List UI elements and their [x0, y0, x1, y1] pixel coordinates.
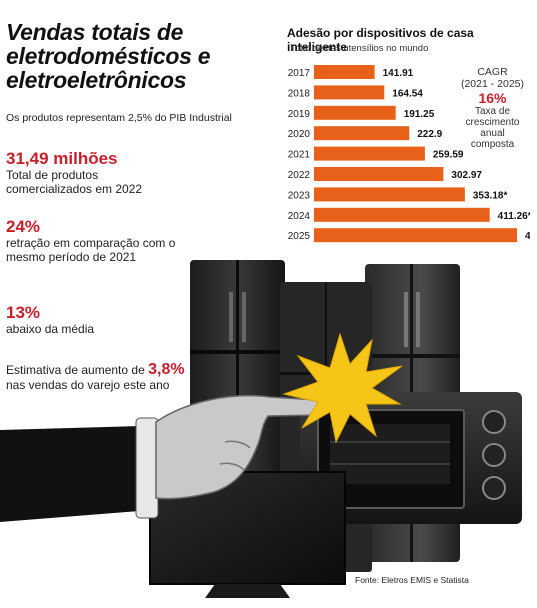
stat-retraction: 24% retração em comparação com o mesmo p…	[6, 217, 186, 265]
page-subtitle: Os produtos representam 2,5% do PIB Indu…	[6, 112, 232, 124]
data-label: 475.22*	[525, 231, 530, 242]
y-tick-label: 2018	[288, 88, 311, 99]
stat-below-average: 13% abaixo da média	[6, 303, 186, 337]
bar	[314, 85, 385, 100]
y-tick-label: 2025	[288, 231, 311, 242]
data-label: 411.26*	[498, 211, 530, 222]
y-tick-label: 2021	[288, 150, 311, 161]
bar	[314, 228, 517, 243]
stat-value: 24%	[6, 217, 41, 236]
data-label: 191.25	[404, 109, 435, 120]
estimate-suffix: nas vendas do varejo este ano	[6, 378, 170, 392]
data-label: 222.9	[417, 129, 442, 140]
bar	[314, 126, 410, 141]
estimate-value: 3,8%	[148, 361, 185, 378]
data-label: 353.18*	[473, 190, 508, 201]
oven-icon	[300, 392, 522, 524]
cagr-description: Taxa de crescimento anual composta	[465, 106, 520, 150]
bar	[314, 167, 444, 181]
appliances-illustration	[0, 260, 522, 598]
cagr-title: CAGR	[477, 66, 508, 78]
spark-burst-icon	[282, 332, 403, 444]
cagr-value: 16%	[478, 90, 507, 106]
bar	[314, 146, 425, 161]
stat-value: 13%	[6, 303, 41, 322]
stat-description: Total de produtos comercializados em 202…	[6, 168, 143, 196]
bar-chart: 2017 141.91 2018 164.54 2019 191.25 2020 222.9 2…	[288, 65, 530, 243]
bar	[314, 105, 396, 120]
y-tick-label: 2022	[288, 170, 311, 181]
y-tick-label: 2023	[288, 190, 311, 201]
bar	[314, 187, 465, 202]
y-tick-label: 2017	[288, 68, 311, 79]
y-tick-label: 2020	[288, 129, 311, 140]
cagr-block: CAGR (2021 - 2025) 16% Taxa de crescimen…	[450, 66, 535, 150]
data-label: 302.97	[451, 170, 482, 181]
chart-title: Adesão por dispositivos de casa intelige…	[287, 26, 474, 54]
data-label: 259.59	[433, 150, 464, 161]
stat-estimate: Estimativa de aumento de 3,8% nas vendas…	[6, 362, 196, 393]
chart-subtitle: Total destes utensílios no mundo	[290, 43, 429, 54]
data-label: 164.54	[392, 88, 423, 99]
source-note: Fonte: Eletros EMIS e Statista	[355, 575, 469, 585]
estimate-prefix: Estimativa de aumento de	[6, 363, 145, 377]
stat-description: retração em comparação com o mesmo perío…	[6, 236, 176, 264]
data-label: 141.91	[383, 68, 414, 79]
pointing-hand-icon	[0, 394, 329, 522]
cagr-range: (2021 - 2025)	[460, 78, 525, 90]
stat-value: 31,49 milhões	[6, 149, 118, 168]
bar	[314, 207, 490, 222]
page-title: Vendas totais de eletrodomésticos e elet…	[6, 19, 211, 93]
bar	[314, 65, 375, 79]
stat-total-products: 31,49 milhões Total de produtos comercia…	[6, 149, 186, 197]
y-tick-label: 2024	[288, 211, 311, 222]
y-tick-label: 2019	[288, 109, 311, 120]
stat-description: abaixo da média	[6, 322, 95, 336]
